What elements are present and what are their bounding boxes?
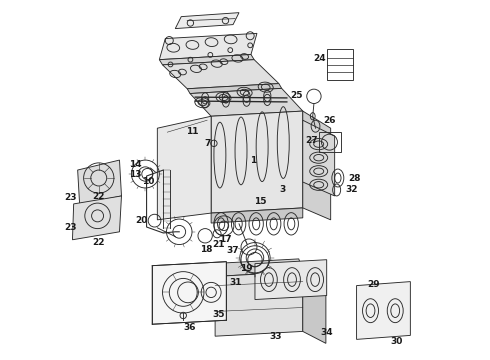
Text: 23: 23 [64, 193, 76, 202]
Polygon shape [163, 60, 279, 89]
Polygon shape [303, 111, 331, 220]
Polygon shape [77, 160, 122, 205]
Polygon shape [211, 259, 303, 276]
Text: 3: 3 [280, 185, 286, 194]
Text: 19: 19 [240, 264, 253, 273]
Bar [318, 132, 341, 152]
Text: 15: 15 [254, 197, 267, 206]
Text: 21: 21 [212, 240, 224, 249]
Text: 31: 31 [230, 278, 242, 287]
Text: 27: 27 [305, 136, 318, 145]
Text: 22: 22 [93, 238, 105, 247]
Text: 30: 30 [390, 337, 403, 346]
Text: 17: 17 [219, 235, 231, 244]
Polygon shape [159, 54, 254, 65]
Polygon shape [211, 111, 303, 213]
Polygon shape [215, 272, 303, 336]
Text: 13: 13 [129, 170, 142, 179]
Text: 29: 29 [368, 280, 380, 289]
Text: 22: 22 [93, 192, 105, 201]
Text: 26: 26 [323, 116, 336, 125]
Text: 34: 34 [320, 328, 333, 337]
Text: 33: 33 [270, 332, 282, 341]
Polygon shape [190, 88, 303, 116]
Text: 7: 7 [205, 139, 211, 148]
Text: 25: 25 [290, 91, 303, 100]
Polygon shape [159, 33, 257, 60]
Text: 24: 24 [313, 54, 326, 63]
Polygon shape [211, 208, 303, 223]
Polygon shape [303, 272, 326, 343]
Text: 23: 23 [64, 222, 76, 231]
Text: 37: 37 [226, 247, 239, 256]
Polygon shape [152, 262, 226, 324]
Text: 36: 36 [183, 323, 196, 332]
Text: 11: 11 [186, 127, 198, 136]
Text: 20: 20 [135, 216, 147, 225]
Text: 1: 1 [250, 156, 256, 165]
Text: 14: 14 [129, 159, 142, 168]
Polygon shape [157, 116, 211, 220]
Text: 18: 18 [200, 244, 213, 253]
Bar [327, 49, 353, 80]
Polygon shape [255, 260, 327, 300]
Text: 28: 28 [348, 174, 361, 183]
Polygon shape [357, 282, 410, 339]
Polygon shape [175, 13, 239, 28]
Polygon shape [187, 84, 282, 94]
Text: 32: 32 [346, 185, 358, 194]
Polygon shape [73, 196, 122, 240]
Text: 35: 35 [212, 310, 224, 319]
Polygon shape [303, 120, 335, 196]
Text: 10: 10 [142, 177, 154, 186]
